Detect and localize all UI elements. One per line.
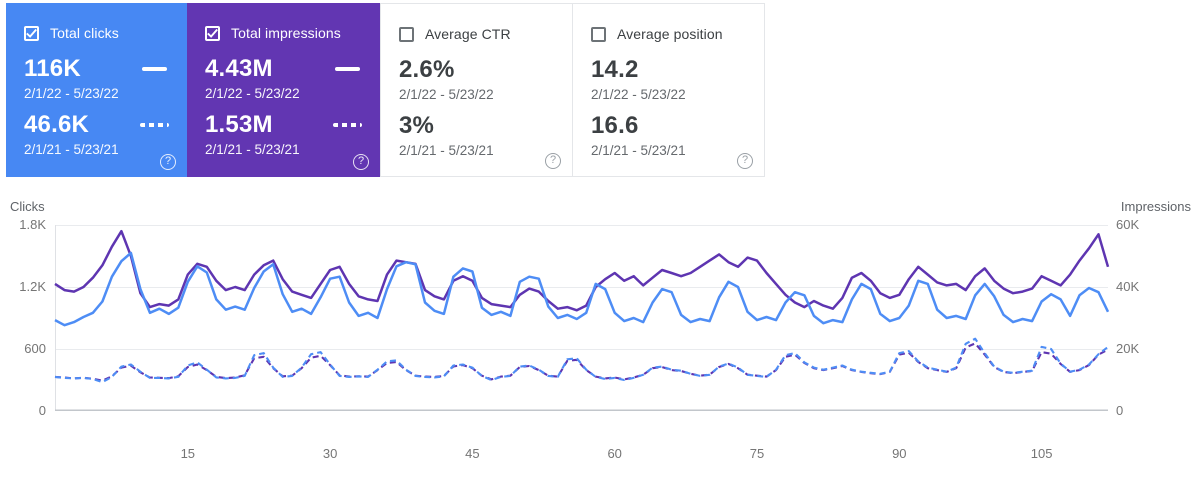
metric-card-average-ctr[interactable]: Average CTR 2.6% 2/1/22 - 5/23/22 3% 2/1… — [380, 3, 573, 177]
x-axis-tick-label: 30 — [322, 446, 338, 461]
metric-cards-row: Total clicks 116K 2/1/22 - 5/23/22 46.6K… — [6, 3, 765, 177]
card-label: Average CTR — [425, 26, 511, 42]
current-value: 116K — [24, 55, 81, 82]
right-axis-title: Impressions — [1120, 199, 1191, 214]
right-axis-tick: 60K — [1116, 217, 1140, 232]
card-label: Average position — [617, 26, 723, 42]
previous-range: 2/1/21 - 5/23/21 — [24, 142, 119, 157]
dashed-line-indicator-icon — [140, 123, 169, 127]
previous-range: 2/1/21 - 5/23/21 — [591, 143, 686, 158]
metric-card-total-clicks[interactable]: Total clicks 116K 2/1/22 - 5/23/22 46.6K… — [6, 3, 187, 177]
current-range: 2/1/22 - 5/23/22 — [399, 87, 494, 102]
current-range: 2/1/22 - 5/23/22 — [591, 87, 686, 102]
metric-card-total-impressions[interactable]: Total impressions 4.43M 2/1/22 - 5/23/22… — [187, 3, 380, 177]
chart-plot[interactable] — [54, 225, 1110, 411]
current-value: 14.2 — [591, 56, 639, 83]
previous-value: 16.6 — [591, 112, 639, 139]
right-axis-tick: 40K — [1116, 279, 1140, 294]
current-range: 2/1/22 - 5/23/22 — [24, 86, 119, 101]
x-axis-tick-label: 90 — [892, 446, 907, 461]
x-axis-tick-label: 75 — [749, 446, 765, 461]
left-axis-tick: 0 — [38, 403, 46, 418]
previous-value: 1.53M — [205, 111, 273, 138]
help-icon[interactable]: ? — [737, 153, 753, 169]
checkmark-icon — [26, 28, 37, 38]
performance-line-chart[interactable]: Clicks Impressions 1.8K 1.2K 600 0 60K 4… — [0, 190, 1200, 500]
x-axis-tick-label: 15 — [180, 446, 196, 461]
average-ctr-checkbox[interactable] — [399, 26, 414, 42]
series-line-impressions-previous — [54, 342, 1109, 382]
card-label: Total impressions — [231, 25, 341, 41]
checkmark-icon — [207, 28, 218, 38]
solid-line-indicator-icon — [142, 67, 167, 71]
left-axis-tick: 1.2K — [19, 279, 46, 294]
help-icon[interactable]: ? — [160, 154, 176, 170]
card-label: Total clicks — [50, 25, 119, 41]
previous-value: 46.6K — [24, 111, 90, 138]
help-icon[interactable]: ? — [545, 153, 561, 169]
series-line-clicks-previous — [54, 337, 1109, 384]
average-position-checkbox[interactable] — [591, 26, 606, 42]
series-line-clicks-current — [54, 251, 1110, 327]
left-axis-tick: 1.8K — [19, 217, 46, 232]
total-clicks-checkbox[interactable] — [24, 25, 39, 41]
previous-range: 2/1/21 - 5/23/21 — [205, 142, 300, 157]
current-value: 2.6% — [399, 56, 455, 83]
current-range: 2/1/22 - 5/23/22 — [205, 86, 300, 101]
metric-card-average-position[interactable]: Average position 14.2 2/1/22 - 5/23/22 1… — [573, 3, 765, 177]
current-value: 4.43M — [205, 55, 273, 82]
help-icon[interactable]: ? — [353, 154, 369, 170]
x-axis-tick-label: 45 — [465, 446, 480, 461]
previous-value: 3% — [399, 112, 435, 139]
right-axis-tick: 0 — [1116, 403, 1124, 418]
x-axis-tick-label: 105 — [1030, 446, 1053, 461]
x-axis-tick-label: 60 — [607, 446, 622, 461]
dashed-line-indicator-icon — [333, 123, 362, 127]
right-axis-tick: 20K — [1116, 341, 1140, 356]
series-line-impressions-current — [54, 229, 1110, 312]
total-impressions-checkbox[interactable] — [205, 25, 220, 41]
left-axis-title: Clicks — [10, 199, 45, 214]
previous-range: 2/1/21 - 5/23/21 — [399, 143, 494, 158]
solid-line-indicator-icon — [335, 67, 360, 71]
left-axis-tick: 600 — [24, 341, 46, 356]
